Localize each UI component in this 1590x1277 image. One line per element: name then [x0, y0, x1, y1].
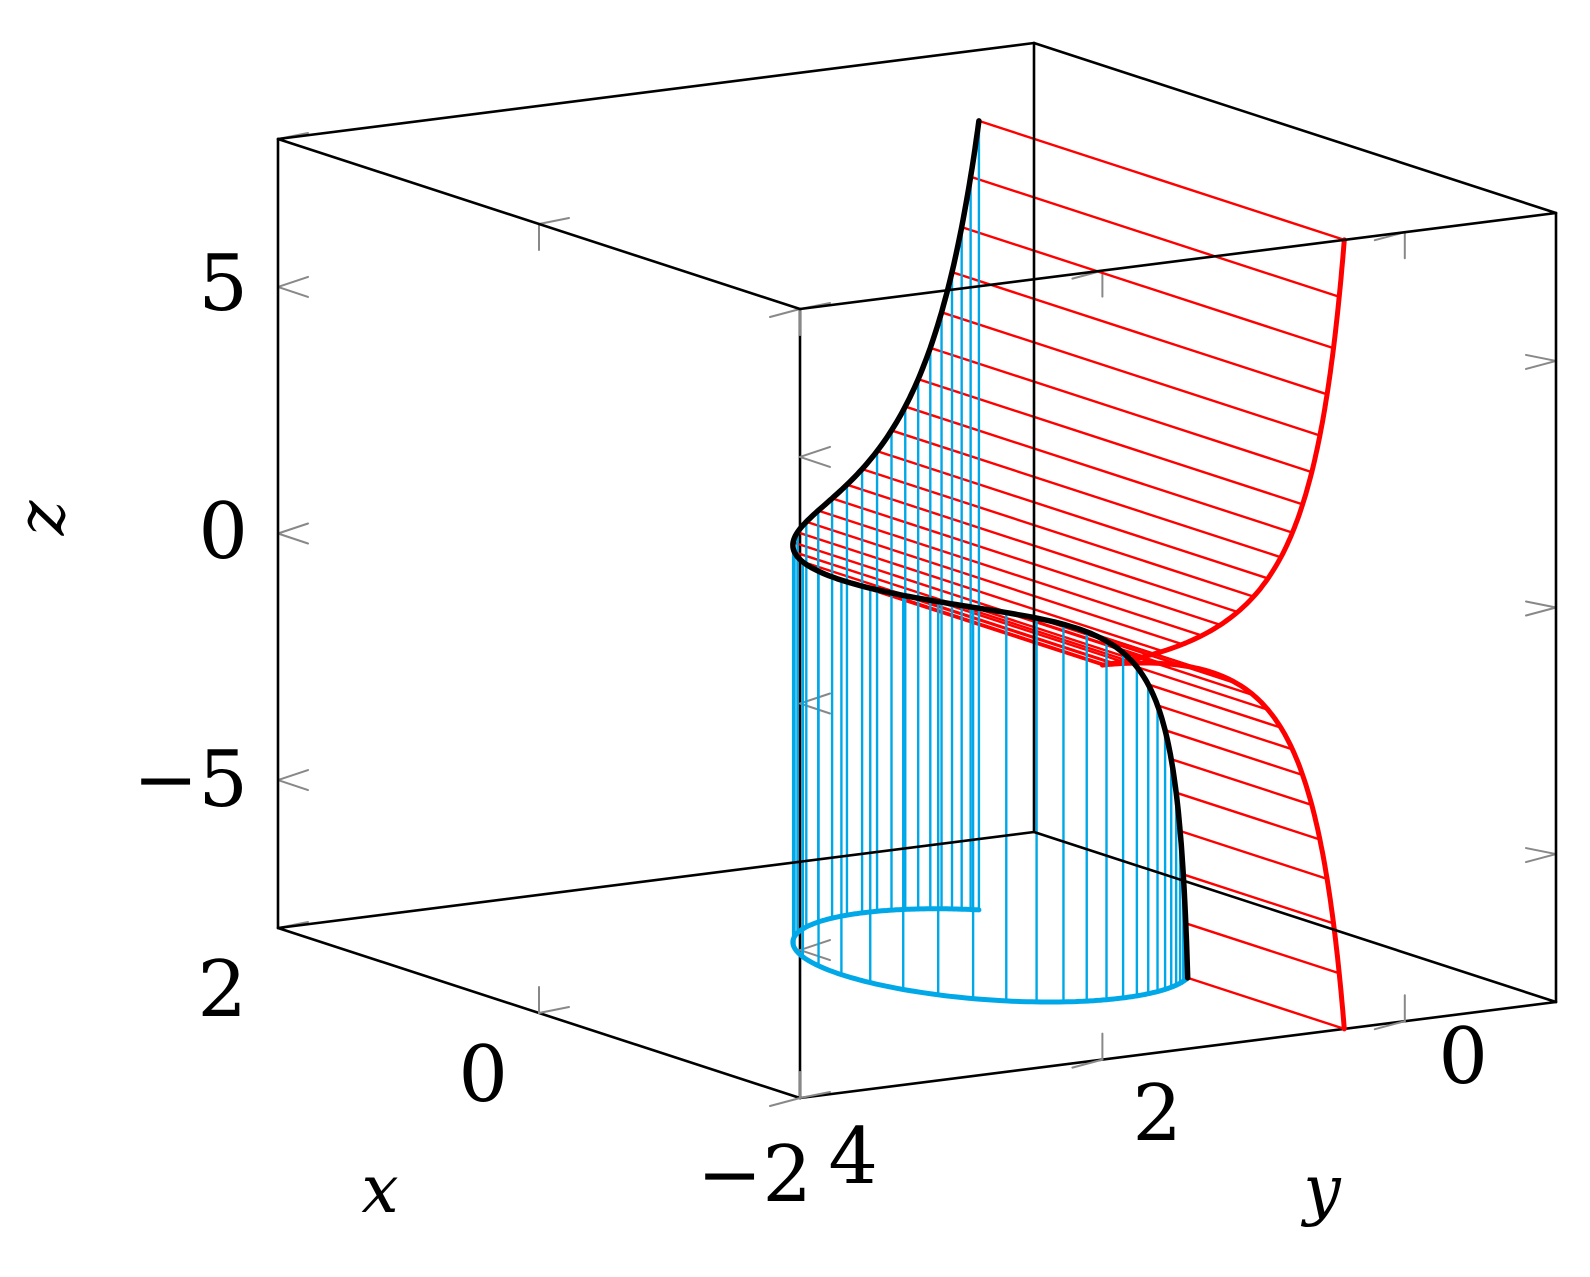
x-tick-label: 0	[458, 1030, 508, 1120]
box-edge	[1032, 41, 1558, 215]
blue-floor-projection	[790, 119, 1191, 1005]
red-drop-line	[845, 483, 1239, 614]
red-drop-line	[796, 531, 1165, 653]
x-axis-label: x	[361, 1151, 398, 1228]
y-tick-mark	[769, 1097, 801, 1107]
red-drop-line	[904, 405, 1294, 534]
z-tick-mark	[1525, 353, 1557, 362]
z-tick-mark	[277, 532, 309, 545]
y-tick-mark	[1373, 1020, 1406, 1031]
y-tick-label: 0	[1438, 1012, 1488, 1102]
z-tick-mark	[277, 285, 309, 298]
red-drop-line	[805, 520, 1184, 646]
z-tick-mark	[277, 779, 309, 792]
red-drop-line	[977, 119, 1346, 242]
red-drop-line	[1186, 976, 1346, 1031]
red-drop-line	[817, 509, 1204, 637]
red-drop-line	[1170, 757, 1313, 807]
red-drop-line	[1184, 922, 1341, 975]
z-tick-label: −5	[133, 735, 248, 825]
red-drop-line	[1174, 791, 1322, 841]
red-drop-line	[1121, 651, 1255, 697]
x-tick-label: 2	[197, 945, 247, 1035]
red-drop-line	[890, 429, 1283, 559]
z-tick-labels: 5 0 −5	[133, 239, 248, 825]
y-tick-label: 4	[828, 1112, 878, 1202]
y-tick-label: 2	[1132, 1069, 1182, 1159]
red-drop-line	[1147, 683, 1283, 729]
red-drop-line	[950, 270, 1329, 396]
z-tick-mark	[1525, 600, 1557, 609]
black-space-curve	[790, 118, 1191, 981]
red-drop-line	[1163, 728, 1304, 777]
red-drop-line	[969, 175, 1341, 298]
z-tick-mark	[799, 455, 831, 468]
z-tick-mark	[1525, 359, 1557, 370]
y-tick-labels: 4 2 0	[828, 1012, 1488, 1202]
box-edge	[1032, 830, 1558, 1004]
z-tick-mark	[1525, 606, 1557, 617]
z-tick-mark	[277, 769, 309, 782]
y-axis-label: y	[1300, 1151, 1341, 1228]
red-drop-line	[801, 560, 1116, 665]
red-drop-line	[971, 606, 1146, 665]
z-tick-mark	[1525, 853, 1557, 864]
z-tick-mark	[1525, 847, 1557, 856]
box-edge	[276, 137, 802, 311]
red-drop-line	[916, 377, 1304, 506]
red-drop-line	[1156, 704, 1294, 751]
red-drop-line	[929, 346, 1313, 474]
z-tick-mark	[799, 445, 831, 458]
x-tick-labels: 2 0 −2	[197, 945, 812, 1220]
red-drop-line	[960, 225, 1335, 350]
z-tick-label: 0	[198, 487, 248, 577]
red-drop-line	[860, 467, 1255, 598]
red-drop-line	[940, 311, 1322, 437]
red-drop-line	[830, 497, 1222, 627]
red-drop-line	[1182, 873, 1335, 925]
blue-projected-curve	[790, 906, 1191, 1005]
box-edge	[798, 1000, 1558, 1100]
z-axis-label: z	[3, 499, 80, 536]
x-tick-label: −2	[697, 1130, 812, 1220]
z-tick-mark	[277, 522, 309, 535]
x-tick-mark	[538, 1006, 570, 1014]
space-curve	[790, 118, 1191, 981]
z-tick-mark	[799, 702, 831, 715]
z-tick-mark	[799, 939, 831, 952]
red-projected-curve	[1099, 237, 1347, 1032]
red-drop-line	[1178, 829, 1329, 881]
box-edge	[798, 211, 1558, 311]
z-tick-mark	[799, 692, 831, 705]
box-edge	[276, 830, 1036, 930]
z-tick-label: 5	[198, 239, 248, 329]
red-drop-line	[1135, 665, 1270, 711]
z-tick-mark	[277, 275, 309, 288]
x-tick-mark	[799, 1091, 831, 1099]
y-tick-mark	[769, 308, 801, 318]
y-tick-mark	[1071, 1058, 1104, 1069]
plot-box-front	[276, 41, 1558, 1004]
x-tick-mark	[538, 217, 570, 225]
z-tick-mark	[799, 949, 831, 962]
red-wall-projection	[791, 119, 1347, 1032]
box-edge	[276, 41, 1036, 141]
